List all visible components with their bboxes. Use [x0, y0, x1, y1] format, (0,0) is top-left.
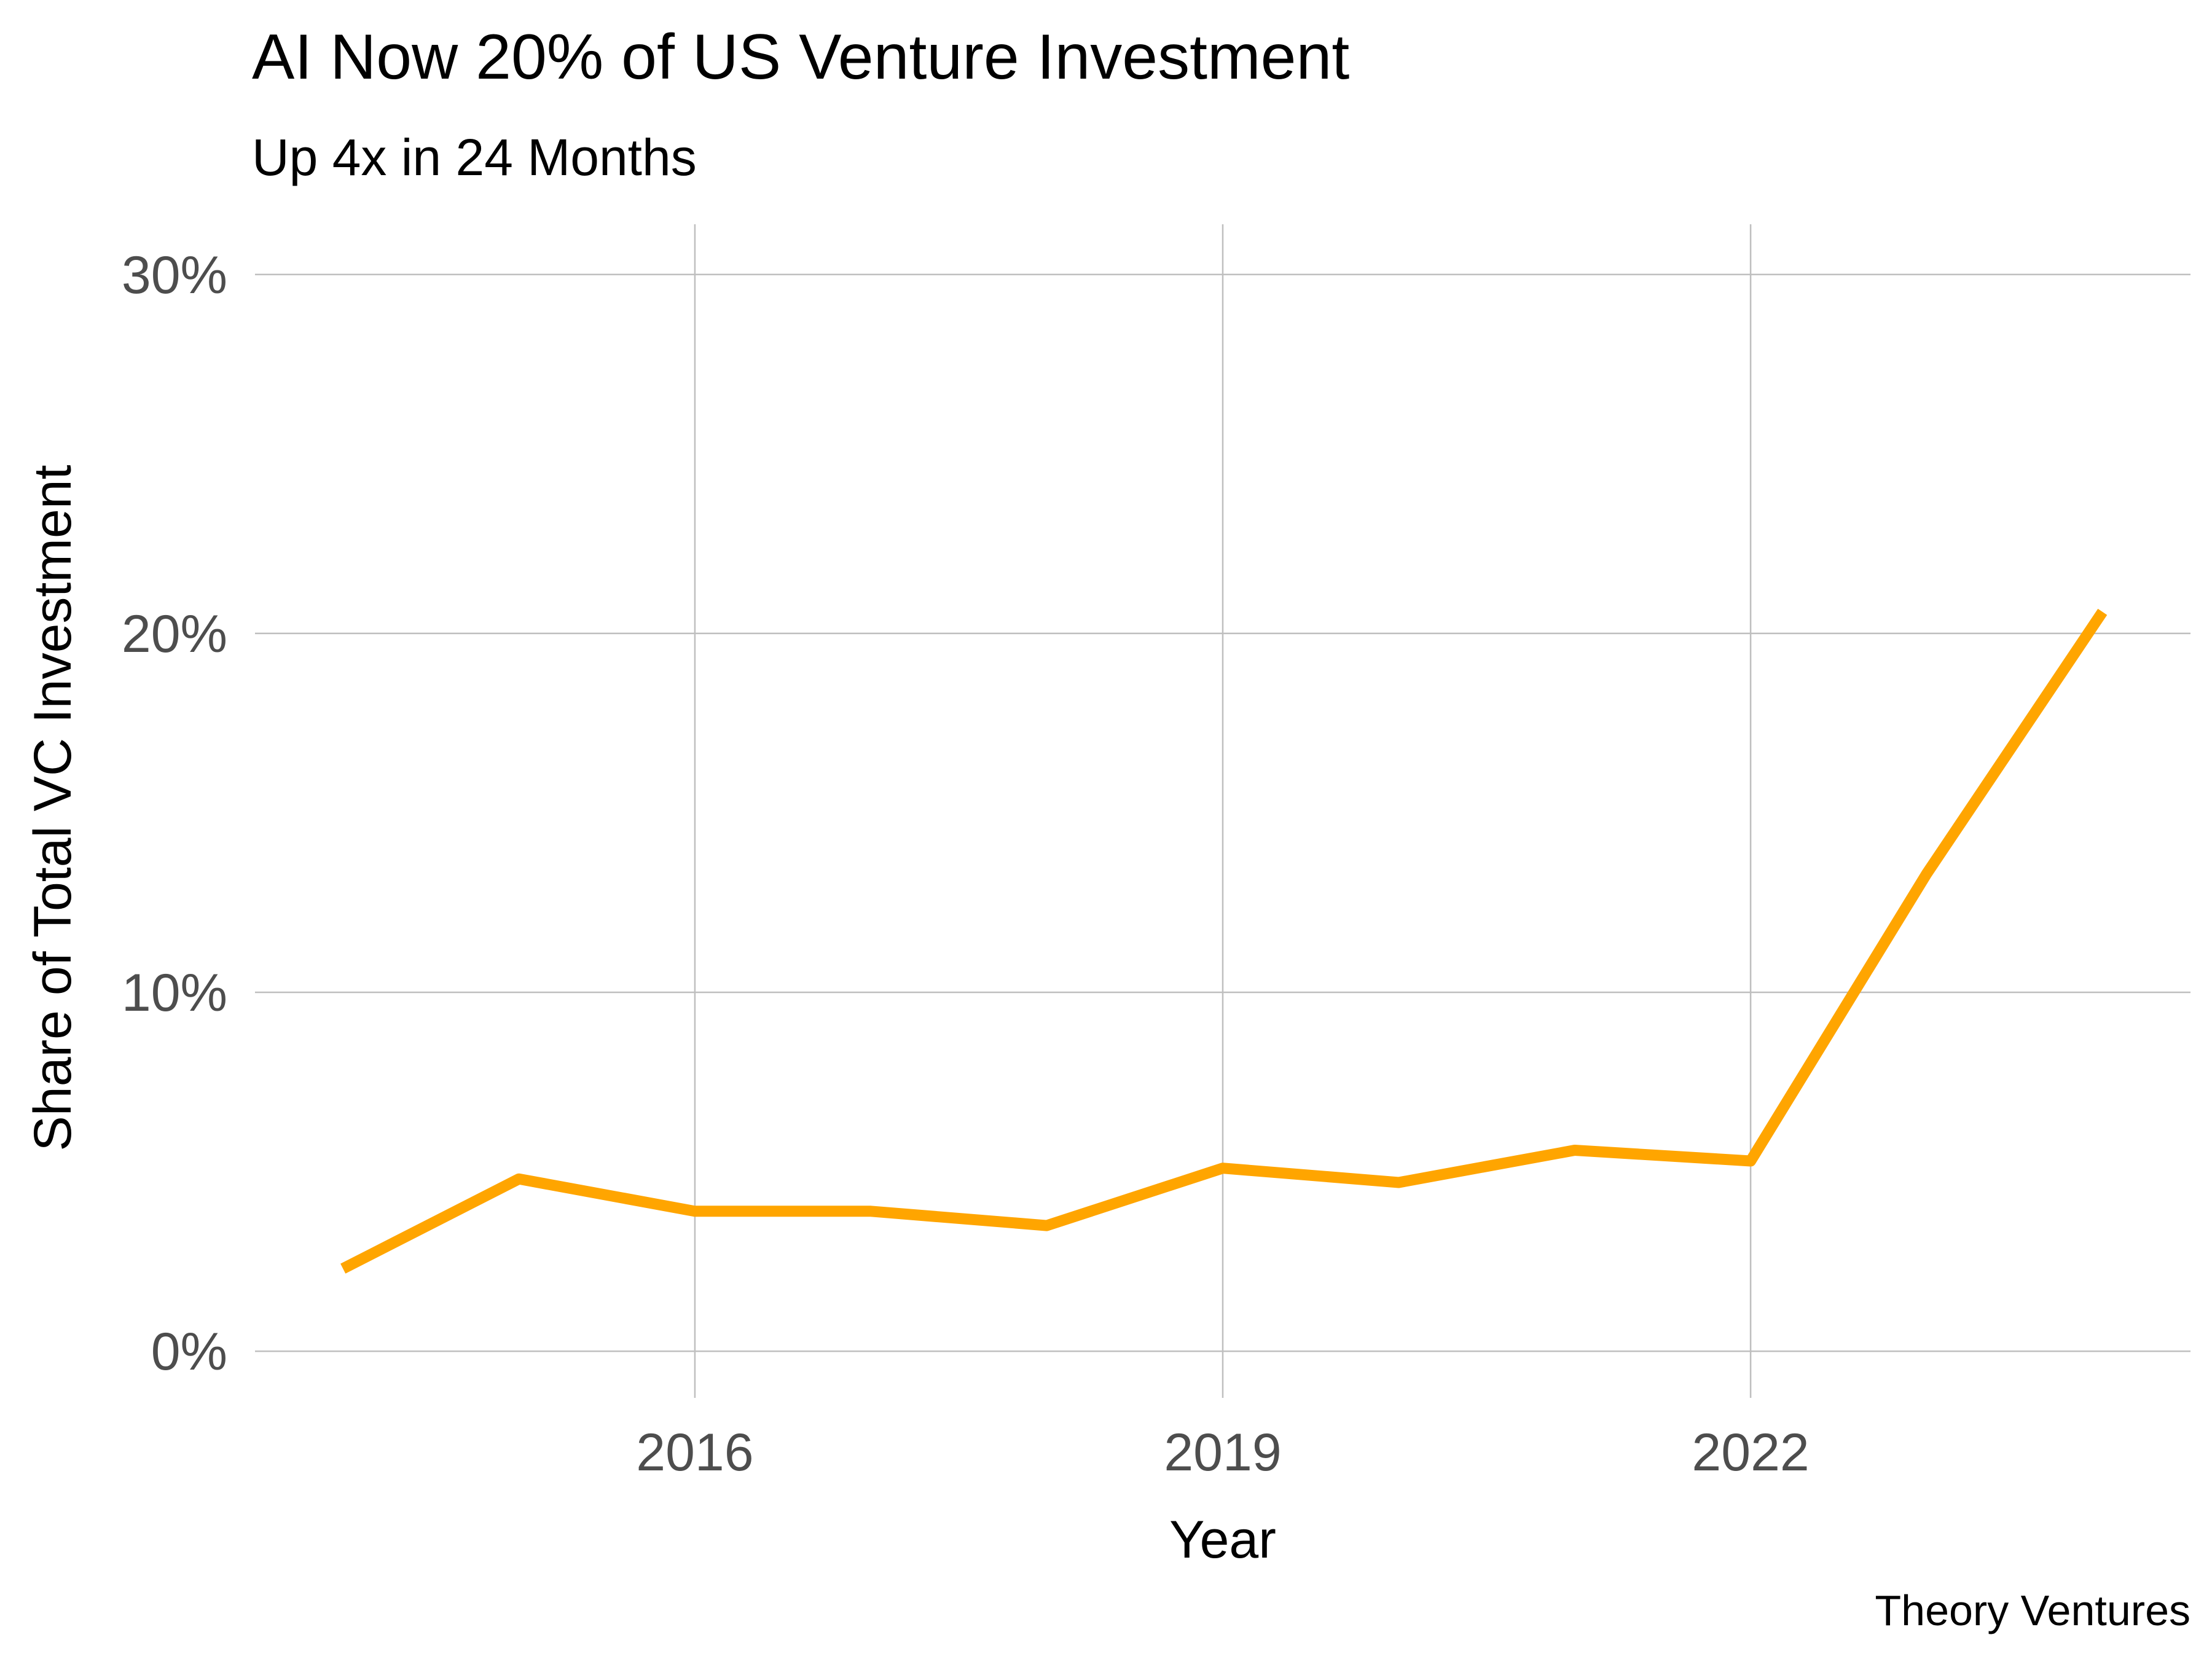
series-line [340, 608, 2108, 1274]
y-tick-label: 30% [122, 246, 227, 305]
y-axis-label: Share of Total VC Investment [23, 465, 82, 1151]
y-tick-label: 20% [122, 605, 227, 664]
x-tick-label: 2022 [1692, 1423, 1809, 1482]
x-axis-label: Year [1169, 1510, 1276, 1569]
gridlines [255, 224, 2190, 1398]
x-tick-label: 2019 [1164, 1423, 1281, 1482]
chart-title: AI Now 20% of US Venture Investment [252, 22, 1349, 93]
x-tick-label: 2016 [636, 1423, 753, 1482]
y-tick-label: 10% [122, 963, 227, 1022]
chart-subtitle: Up 4x in 24 Months [252, 128, 697, 186]
y-tick-label: 0% [151, 1322, 227, 1381]
tick-labels: 0% 10% 20% 30% 2016 2019 2022 [122, 246, 1810, 1482]
chart-caption: Theory Ventures [1875, 1586, 2190, 1634]
series-layer [340, 608, 2108, 1274]
